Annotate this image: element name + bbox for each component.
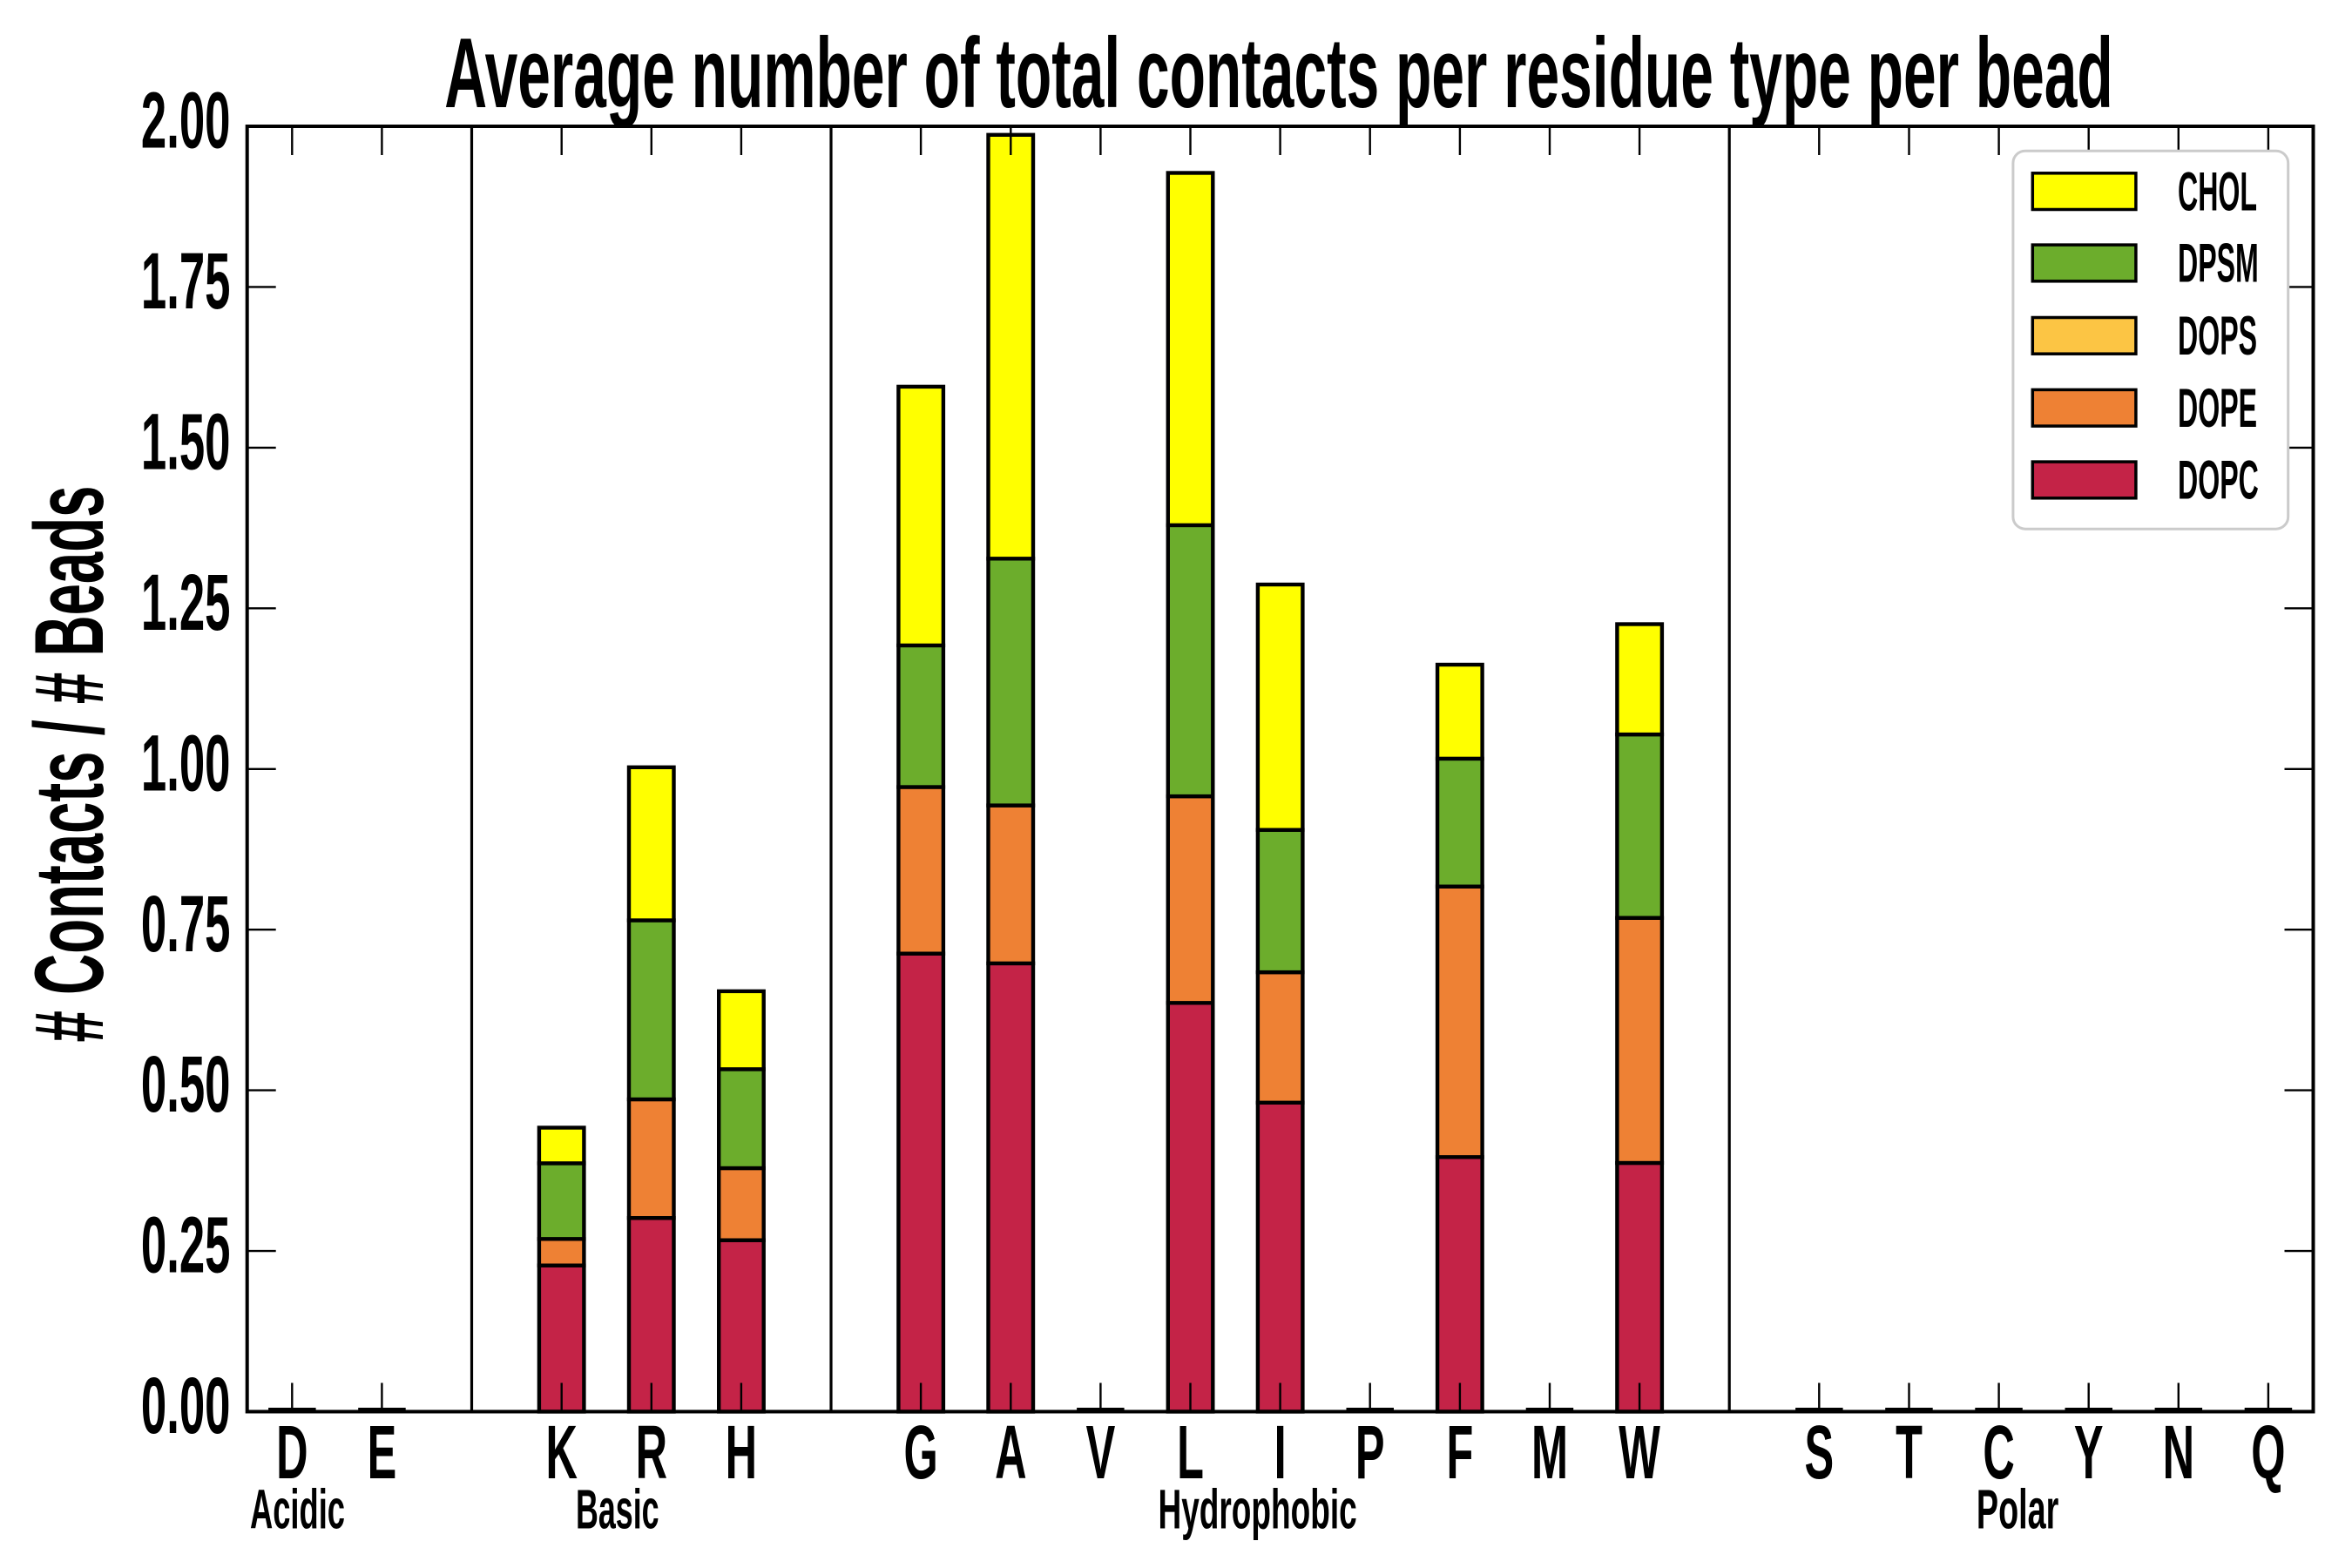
svg-text:0.00: 0.00 [141, 1361, 231, 1450]
svg-text:L: L [1177, 1411, 1204, 1496]
svg-text:E: E [368, 1411, 397, 1496]
svg-text:H: H [726, 1411, 757, 1496]
svg-text:DOPC: DOPC [2178, 449, 2259, 511]
svg-text:M: M [1531, 1411, 1568, 1496]
svg-text:DOPS: DOPS [2178, 305, 2257, 367]
svg-text:V: V [1086, 1411, 1116, 1496]
svg-text:R: R [636, 1411, 667, 1496]
svg-text:1.75: 1.75 [141, 236, 231, 326]
svg-text:1.50: 1.50 [141, 396, 231, 486]
svg-text:W: W [1619, 1411, 1660, 1496]
svg-text:G: G [903, 1411, 937, 1496]
svg-text:0.25: 0.25 [141, 1200, 231, 1289]
svg-text:T: T [1896, 1411, 1923, 1496]
svg-text:DOPE: DOPE [2178, 377, 2257, 439]
svg-text:K: K [545, 1411, 577, 1496]
svg-text:0.75: 0.75 [141, 878, 231, 968]
svg-text:Hydrophobic: Hydrophobic [1158, 1479, 1356, 1541]
svg-text:A: A [995, 1411, 1026, 1496]
svg-text:Basic: Basic [576, 1478, 659, 1541]
svg-text:2.00: 2.00 [141, 75, 231, 165]
svg-text:F: F [1446, 1411, 1473, 1496]
svg-text:Q: Q [2251, 1411, 2285, 1496]
svg-text:P: P [1355, 1411, 1385, 1496]
svg-text:DPSM: DPSM [2178, 233, 2259, 294]
svg-text:Y: Y [2074, 1411, 2104, 1496]
svg-text:0.50: 0.50 [141, 1039, 231, 1129]
svg-text:CHOL: CHOL [2178, 161, 2257, 223]
svg-text:Average number of total contac: Average number of total contacts per res… [444, 17, 2112, 129]
svg-text:1.00: 1.00 [141, 718, 231, 808]
svg-text:C: C [1983, 1411, 2014, 1496]
svg-text:Polar: Polar [1977, 1478, 2058, 1541]
svg-text:Acidic: Acidic [250, 1479, 345, 1541]
svg-text:S: S [1804, 1411, 1834, 1496]
svg-text:D: D [276, 1411, 308, 1496]
svg-text:N: N [2163, 1411, 2194, 1496]
svg-text:# Contacts / # Beads: # Contacts / # Beads [16, 486, 125, 1043]
svg-text:1.25: 1.25 [141, 557, 231, 646]
svg-text:I: I [1274, 1411, 1287, 1496]
